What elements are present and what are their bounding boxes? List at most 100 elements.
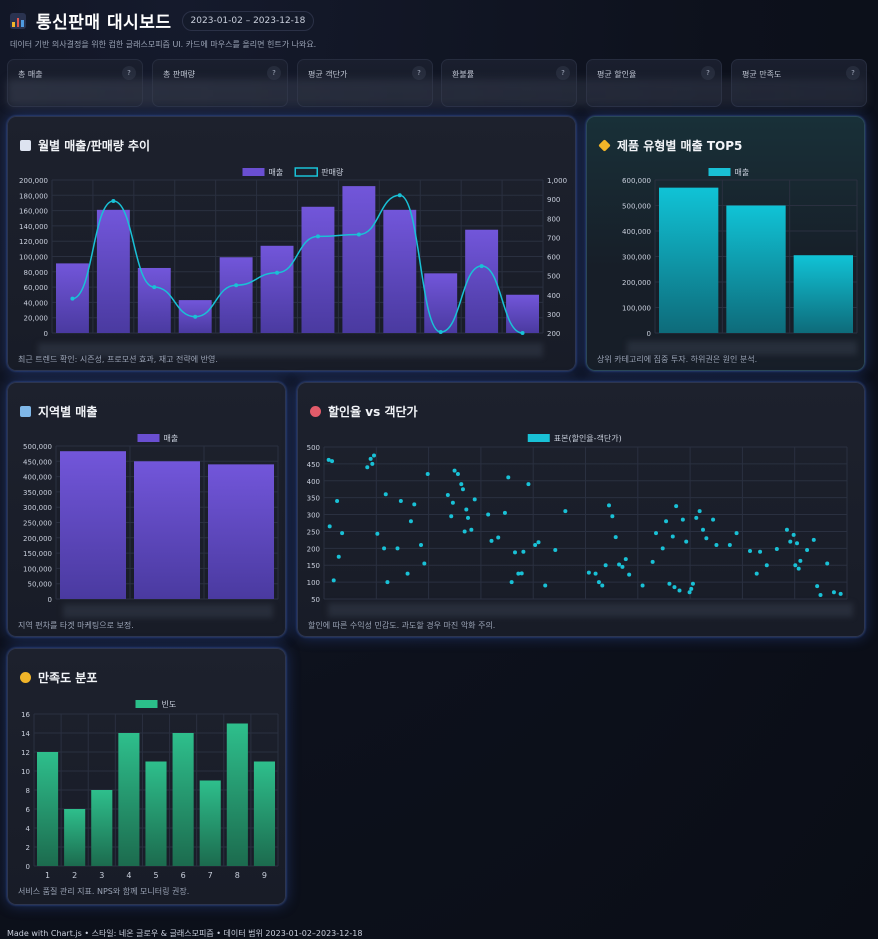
monthly-chart[interactable]: 0 20,000 40,000 60,000 80,000 100,000 120,000 1… (8, 117, 576, 352)
y-tick-label: 0 (48, 596, 52, 604)
y-tick-label: 100 (307, 579, 320, 587)
card-note: 최근 트렌드 확인: 시즌성, 프로모션 효과, 재고 전략에 반영. (18, 355, 218, 364)
y-tick-label: 140,000 (19, 223, 48, 231)
x-tick-label: 7 (208, 871, 213, 880)
y-tick-label: 500,000 (622, 203, 651, 211)
scatter-point (711, 517, 716, 522)
y-tick-label: 6 (26, 806, 31, 814)
top5-chart[interactable]: 0 100,000 200,000 300,000 400,000 500,000 600,… (587, 117, 865, 352)
y-tick-label: 0 (647, 330, 651, 338)
y-tick-label: 900 (547, 196, 560, 204)
y-tick-label: 450,000 (23, 458, 52, 466)
y-tick-label: 16 (21, 711, 30, 719)
scatter-point (818, 592, 823, 597)
footer: Made with Chart.js • 스타일: 네온 글로우 & 글래스모피… (7, 929, 363, 938)
kpi-row: 총 매출 ? 총 판매량 ? 평균 객단가 ? 환불률 ? 평균 할인율 ? 평… (7, 59, 867, 107)
help-icon[interactable]: ? (412, 66, 426, 80)
scatter-chart[interactable]: 50 100 150 200 250 300 350 400 450 500 표본(할인율-객단가) (298, 383, 865, 618)
scatter-point (469, 527, 474, 532)
scatter-point (687, 590, 692, 595)
scatter-point (472, 497, 477, 502)
line-point (520, 331, 525, 335)
scatter-point (690, 581, 695, 586)
card-note: 지역 편차를 타겟 마케팅으로 보정. (18, 621, 134, 630)
legend-label: 매출 (269, 167, 284, 177)
scatter-point (553, 548, 558, 553)
line-point (397, 193, 402, 198)
scatter-point (459, 482, 464, 487)
y-tick-label: 1,000 (547, 177, 567, 185)
scatter-point (694, 515, 699, 520)
scatter-point (398, 499, 403, 504)
card-region-sales[interactable]: 지역별 매출 0 50,000 100,000 150,000 200,000 250,0… (7, 382, 286, 637)
y-tick-label: 40,000 (24, 299, 49, 307)
bar (253, 761, 275, 866)
card-title-text: 월별 매출/판매량 추이 (38, 139, 151, 153)
card-title-text: 만족도 분포 (38, 671, 98, 685)
help-icon[interactable]: ? (122, 66, 136, 80)
legend-label: 판매량 (321, 167, 344, 177)
card-satisfaction-distribution[interactable]: 만족도 분포 0 2 4 6 8 10 12 14 16 1 2 3 4 5 6 7 8 9 빈도 서비스 품질 관… (7, 648, 286, 905)
y-tick-label: 500,000 (23, 443, 52, 451)
x-tick-label: 3 (99, 871, 104, 880)
scatter-point (805, 548, 810, 553)
scatter-point (536, 540, 541, 545)
help-icon[interactable]: ? (846, 66, 860, 80)
scatter-point (758, 549, 763, 554)
scatter-point (486, 512, 491, 517)
y-tick-label: 300 (307, 512, 320, 520)
legend-swatch (527, 434, 550, 442)
bar (465, 229, 499, 333)
y-tick-label: 100,000 (19, 254, 48, 262)
card-top5-products[interactable]: 제품 유형별 매출 TOP5 0 100,000 200,000 300,000 400… (586, 116, 865, 371)
bar (96, 209, 130, 333)
card-monthly-trend[interactable]: 월별 매출/판매량 추이 0 20,000 40,000 60,000 80,000 10… (7, 116, 576, 371)
scatter-point (784, 527, 789, 532)
scatter-point (422, 561, 427, 566)
kpi-label: 평균 할인율 (597, 70, 637, 79)
y-tick-label: 100,000 (622, 305, 651, 313)
scatter-point (677, 588, 682, 593)
scatter-point (603, 563, 608, 568)
card-title: 지역별 매출 (20, 403, 97, 420)
kpi-label: 환불률 (452, 70, 475, 79)
page-title: 통신판매 대시보드 (36, 13, 172, 33)
scatter-point (326, 457, 331, 462)
legend-label: 매출 (164, 433, 179, 443)
scatter-point (336, 554, 341, 559)
bar (659, 187, 719, 333)
scatter-point (452, 468, 457, 473)
card-discount-vs-aov[interactable]: 할인율 vs 객단가 50 100 150 200 250 300 350 400 450 500… (297, 382, 865, 637)
help-icon[interactable]: ? (267, 66, 281, 80)
bar (137, 267, 171, 333)
scatter-point (660, 546, 665, 551)
region-chart[interactable]: 0 50,000 100,000 150,000 200,000 250,000 300,0… (8, 383, 286, 618)
y-tick-label: 14 (21, 730, 30, 738)
scatter-point (372, 453, 376, 458)
scatter-point (714, 542, 719, 547)
scatter-point (664, 519, 669, 524)
help-icon[interactable]: ? (701, 66, 715, 80)
dashboard-header: 통신판매 대시보드 2023-01-02 – 2023-12-18 데이터 기반… (10, 8, 316, 50)
line-point (234, 283, 239, 288)
scatter-point (327, 524, 332, 529)
x-tick-label: 4 (126, 871, 131, 880)
y-tick-label: 120,000 (19, 238, 48, 246)
x-tick-label: 2 (72, 871, 77, 880)
scatter-point (811, 537, 816, 542)
card-title: 할인율 vs 객단가 (310, 403, 418, 420)
scatter-point (791, 532, 796, 537)
scatter-point (684, 539, 689, 544)
scatter-point (405, 571, 410, 576)
scatter-point (654, 531, 658, 536)
y-tick-label: 50 (311, 596, 320, 604)
y-tick-label: 400 (307, 478, 320, 486)
help-icon[interactable]: ? (556, 66, 570, 80)
target-icon (310, 406, 321, 417)
y-tick-label: 150,000 (23, 550, 52, 558)
x-tick-label: 9 (262, 871, 267, 880)
scatter-point (667, 581, 672, 586)
y-tick-label: 100,000 (23, 565, 52, 573)
kpi-label: 총 판매량 (163, 70, 195, 79)
